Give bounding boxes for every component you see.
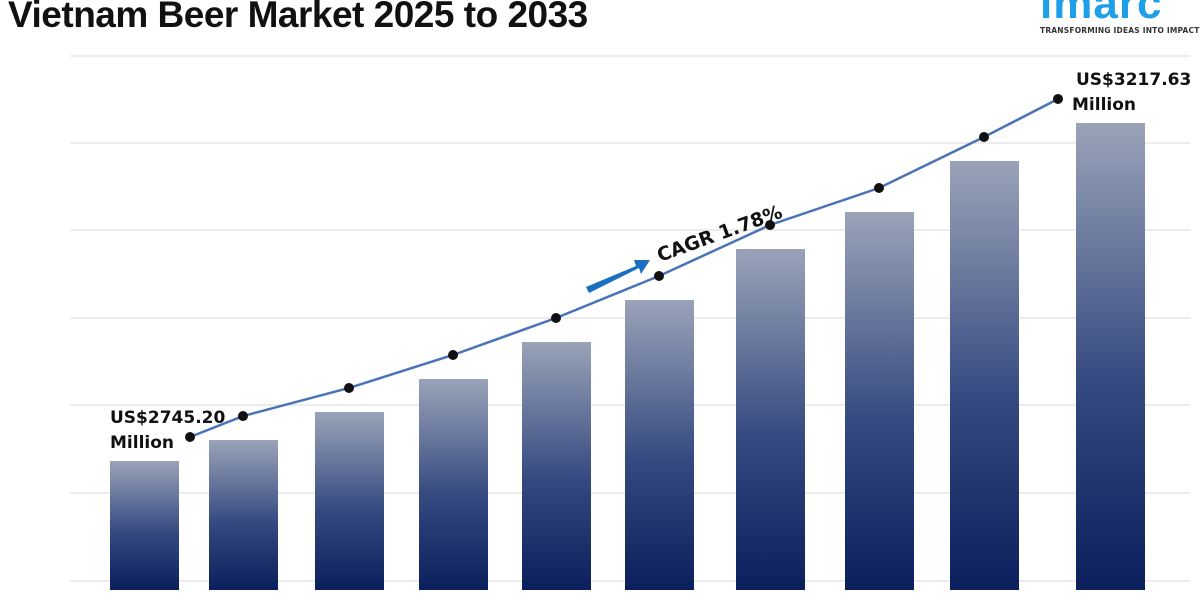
bar: [1076, 122, 1145, 591]
trend-point: [448, 349, 458, 360]
bar: [110, 460, 179, 590]
bar: [625, 300, 694, 590]
logo-word: imarc: [1040, 0, 1163, 28]
cagr-arrow-icon: [586, 260, 650, 293]
bar: [950, 160, 1019, 590]
first-value-label: US$2745.20: [110, 408, 225, 428]
trend-point: [185, 431, 195, 442]
bar: [522, 342, 591, 590]
trend-point: [874, 183, 884, 194]
logo-tagline: TRANSFORMING IDEAS INTO IMPACT: [1040, 26, 1200, 35]
trend-point: [979, 131, 989, 142]
imarc-logo: imarc TRANSFORMING IDEAS INTO IMPACT: [1040, 0, 1200, 35]
bar: [419, 378, 488, 590]
last-value-label: US$3217.63: [1076, 70, 1191, 90]
trend-point: [1053, 93, 1063, 104]
trend-point: [344, 382, 354, 393]
last-value-unit: Million: [1072, 95, 1136, 115]
bar: [845, 212, 914, 590]
first-value-unit: Million: [110, 433, 174, 453]
trend-point: [765, 219, 775, 230]
trend-line: [189, 97, 1059, 439]
bar: [736, 248, 805, 590]
trend-point: [654, 271, 664, 282]
bar: [209, 440, 278, 590]
trend-point: [551, 313, 561, 324]
page-title: Vietnam Beer Market 2025 to 2033: [8, 0, 588, 35]
bar: [315, 411, 384, 590]
trend-point: [238, 411, 248, 422]
